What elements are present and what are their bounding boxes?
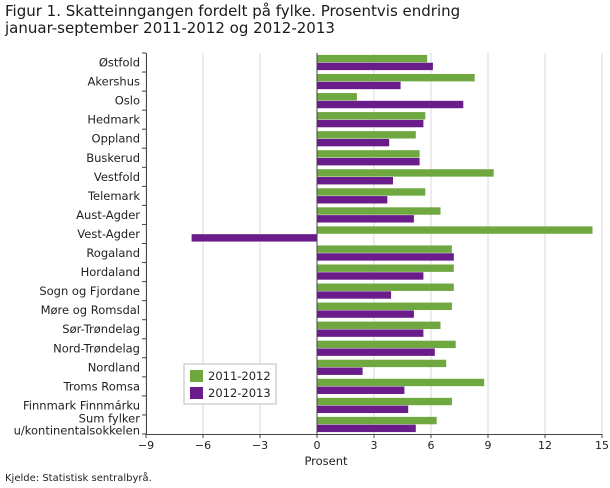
x-tick-label: −6: [195, 439, 211, 452]
chart-title: Figur 1. Skatteinngangen fordelt på fylk…: [5, 3, 605, 37]
x-axis-label: Prosent: [304, 454, 348, 468]
bar-2011-2012: [317, 378, 485, 387]
bar-2012-2013: [317, 348, 435, 356]
bar-2012-2013: [317, 196, 388, 204]
bar-2012-2013: [317, 272, 424, 280]
category-label: Finnmark Finnmárku: [23, 398, 140, 412]
bar-2012-2013: [317, 405, 409, 414]
bar-2012-2013: [191, 234, 317, 242]
bar-2012-2013: [317, 138, 390, 147]
category-label: Sør-Trøndelag: [62, 322, 140, 336]
bar-2012-2013: [317, 100, 464, 109]
bar-2012-2013: [317, 291, 392, 299]
x-tick-label: 12: [538, 439, 552, 452]
bar-2011-2012: [317, 131, 416, 139]
bar-2011-2012: [317, 264, 454, 272]
x-tick-label: 3: [371, 439, 378, 452]
category-label: Sogn og Fjordane: [39, 284, 140, 298]
chart-title-line-1: Figur 1. Skatteinngangen fordelt på fylk…: [5, 2, 461, 20]
category-label: Hedmark: [87, 113, 140, 127]
x-tick-label: 6: [428, 439, 435, 452]
category-label: Nord-Trøndelag: [53, 341, 140, 355]
bar-2011-2012: [317, 169, 494, 177]
legend-swatch: [190, 387, 203, 399]
x-tick-label: 15: [595, 439, 609, 452]
bar-2011-2012: [317, 226, 593, 234]
bar-2011-2012: [317, 302, 452, 310]
category-label: Aust-Agder: [76, 208, 140, 222]
bar-2011-2012: [317, 73, 475, 82]
chart-title-line-2: januar-september 2011-2012 og 2012-2013: [5, 19, 335, 37]
category-label: Hordaland: [81, 265, 140, 279]
x-tick-label: −9: [138, 439, 154, 452]
bar-2011-2012: [317, 112, 426, 120]
category-label: Troms Romsa: [63, 379, 140, 393]
bar-2012-2013: [317, 310, 414, 318]
category-label: Rogaland: [86, 246, 140, 260]
category-label: Vest-Agder: [77, 227, 140, 241]
category-label: Møre og Romsdal: [41, 303, 140, 317]
bar-2012-2013: [317, 424, 416, 433]
category-labels: Østfold Akershus Oslo Hedmark Oppland Buskeru…: [14, 56, 141, 438]
category-label: Telemark: [87, 189, 140, 203]
bar-2011-2012: [317, 150, 420, 158]
category-label: Oslo: [115, 94, 140, 108]
legend-label: 2012-2013: [208, 386, 271, 400]
bar-2012-2013: [317, 119, 424, 128]
bar-2012-2013: [317, 81, 401, 90]
bar-2012-2013: [317, 215, 414, 223]
legend-swatch: [190, 370, 203, 382]
bar-2011-2012: [317, 397, 452, 406]
bar-2012-2013: [317, 329, 424, 337]
bar-2011-2012: [317, 359, 447, 368]
bar-2012-2013: [317, 62, 433, 71]
bar-2012-2013: [317, 157, 420, 166]
bar-2011-2012: [317, 321, 441, 330]
category-label: Oppland: [92, 132, 140, 146]
category-label: Sum fylker: [79, 411, 141, 425]
bar-2011-2012: [317, 54, 428, 63]
bar-2012-2013: [317, 253, 454, 261]
x-tick-label: 0: [314, 439, 321, 452]
legend-label: 2011-2012: [208, 369, 271, 383]
bar-2012-2013: [317, 177, 393, 185]
bar-2012-2013: [317, 367, 363, 375]
x-tick-label: −3: [252, 439, 268, 452]
x-tick-label: 9: [485, 439, 492, 452]
bar-2011-2012: [317, 188, 426, 196]
bar-2011-2012: [317, 207, 441, 215]
category-label: Østfold: [99, 56, 140, 70]
bar-2011-2012: [317, 283, 454, 291]
category-label: u/kontinentalsokkelen: [14, 423, 140, 437]
category-label: Akershus: [88, 75, 140, 89]
bar-2011-2012: [317, 245, 452, 253]
bar-2011-2012: [317, 340, 456, 349]
category-label: Vestfold: [94, 170, 140, 184]
bar-series: [191, 54, 593, 433]
bar-2011-2012: [317, 416, 437, 425]
category-label: Nordland: [88, 360, 140, 374]
x-tick-labels: −9 −6 −3 0 3 6 9 12 15: [138, 439, 609, 452]
legend: 2011-2012 2012-2013: [183, 363, 277, 405]
source-note: Kjelde: Statistisk sentralbyrå.: [5, 473, 152, 484]
bar-2011-2012: [317, 93, 357, 101]
axes: [142, 52, 603, 438]
category-label: Buskerud: [86, 151, 140, 165]
bar-2012-2013: [317, 386, 405, 394]
